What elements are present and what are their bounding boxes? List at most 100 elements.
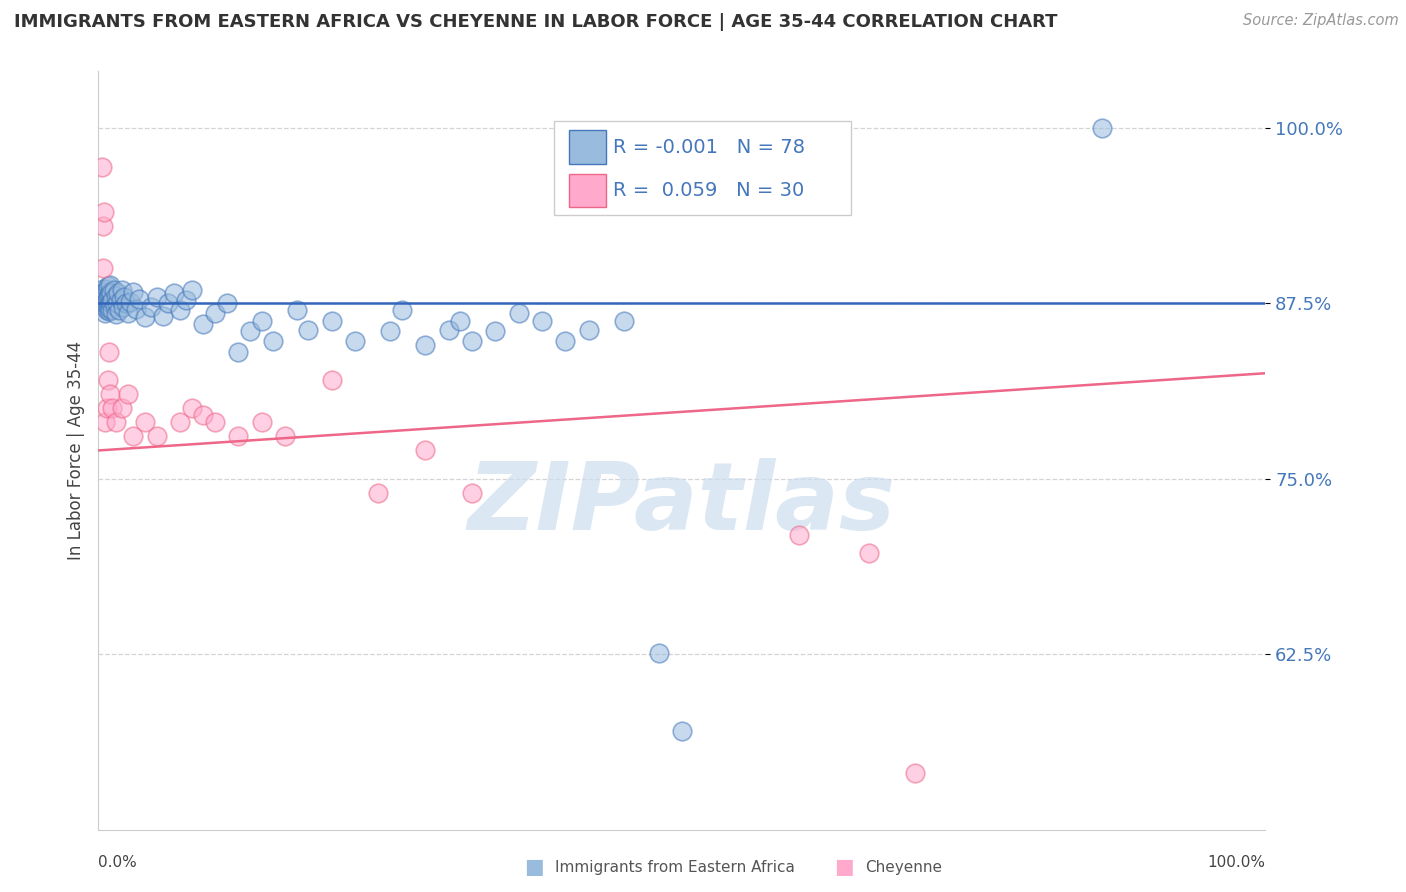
Point bbox=[437, 323, 460, 337]
Point bbox=[93, 289, 115, 303]
Point bbox=[321, 373, 343, 387]
Point bbox=[98, 277, 121, 292]
Point bbox=[613, 314, 636, 328]
Text: Immigrants from Eastern Africa: Immigrants from Eastern Africa bbox=[555, 860, 796, 874]
Point bbox=[90, 160, 112, 174]
Point bbox=[367, 485, 389, 500]
Point bbox=[101, 293, 124, 308]
Point bbox=[380, 324, 402, 338]
Point bbox=[100, 286, 122, 301]
Point bbox=[101, 401, 124, 416]
Point bbox=[344, 334, 367, 348]
Point bbox=[578, 323, 600, 337]
Y-axis label: In Labor Force | Age 35-44: In Labor Force | Age 35-44 bbox=[66, 341, 84, 560]
Point bbox=[110, 293, 132, 308]
Point bbox=[117, 387, 139, 401]
Point bbox=[94, 285, 117, 299]
Point bbox=[169, 303, 191, 318]
Point bbox=[112, 290, 135, 304]
Point bbox=[91, 294, 114, 309]
Point bbox=[97, 373, 120, 387]
Text: 100.0%: 100.0% bbox=[1208, 855, 1265, 870]
Point bbox=[858, 546, 880, 560]
Text: R = -0.001   N = 78: R = -0.001 N = 78 bbox=[613, 137, 806, 157]
Point bbox=[530, 314, 553, 328]
Point bbox=[180, 284, 202, 298]
Point bbox=[104, 416, 127, 430]
Point bbox=[163, 286, 186, 301]
Point bbox=[97, 279, 120, 293]
Point bbox=[128, 292, 150, 306]
Point bbox=[204, 416, 226, 430]
Point bbox=[174, 293, 197, 308]
Point bbox=[647, 646, 669, 660]
Point bbox=[91, 219, 114, 233]
Point bbox=[96, 401, 118, 416]
Point bbox=[125, 301, 148, 316]
Point bbox=[96, 303, 118, 318]
Point bbox=[484, 324, 506, 338]
Point bbox=[98, 285, 121, 299]
Point bbox=[94, 306, 117, 320]
Point bbox=[96, 293, 118, 308]
Point bbox=[554, 334, 576, 348]
Point bbox=[104, 299, 127, 313]
Point bbox=[91, 260, 114, 275]
Point bbox=[93, 300, 115, 314]
Point bbox=[262, 334, 284, 348]
Text: ■: ■ bbox=[524, 857, 544, 877]
Point bbox=[103, 284, 125, 298]
Point bbox=[90, 292, 112, 306]
Point bbox=[180, 401, 202, 416]
Point bbox=[104, 307, 127, 321]
Point bbox=[904, 766, 927, 780]
Point bbox=[98, 294, 121, 309]
Point bbox=[215, 296, 238, 310]
Point bbox=[107, 286, 129, 301]
Point bbox=[413, 443, 436, 458]
Point bbox=[94, 296, 117, 310]
FancyBboxPatch shape bbox=[568, 174, 606, 207]
Point bbox=[461, 334, 484, 348]
Point bbox=[97, 345, 120, 359]
Point bbox=[97, 304, 120, 318]
Point bbox=[193, 317, 215, 331]
Point bbox=[90, 286, 112, 301]
Point bbox=[97, 290, 120, 304]
Point bbox=[134, 416, 156, 430]
Point bbox=[193, 409, 215, 423]
Point bbox=[118, 294, 141, 309]
Point bbox=[671, 724, 693, 739]
Point bbox=[391, 303, 413, 318]
Point bbox=[169, 416, 191, 430]
Point bbox=[111, 300, 134, 314]
Point bbox=[96, 282, 118, 296]
FancyBboxPatch shape bbox=[554, 120, 851, 216]
Point bbox=[1091, 120, 1114, 135]
Point bbox=[105, 296, 128, 310]
Point bbox=[122, 429, 145, 443]
Point bbox=[104, 289, 127, 303]
Point bbox=[152, 309, 174, 323]
Point bbox=[101, 303, 124, 318]
Text: IMMIGRANTS FROM EASTERN AFRICA VS CHEYENNE IN LABOR FORCE | AGE 35-44 CORRELATIO: IMMIGRANTS FROM EASTERN AFRICA VS CHEYEN… bbox=[14, 13, 1057, 31]
Point bbox=[461, 485, 484, 500]
Text: ■: ■ bbox=[834, 857, 853, 877]
Point bbox=[94, 416, 117, 430]
Point bbox=[228, 429, 250, 443]
Point bbox=[98, 387, 121, 401]
Point bbox=[122, 285, 145, 299]
Point bbox=[285, 303, 308, 318]
Point bbox=[228, 345, 250, 359]
Point bbox=[93, 204, 115, 219]
Point bbox=[97, 300, 120, 314]
Text: Cheyenne: Cheyenne bbox=[865, 860, 942, 874]
FancyBboxPatch shape bbox=[568, 130, 606, 164]
Text: Source: ZipAtlas.com: Source: ZipAtlas.com bbox=[1243, 13, 1399, 29]
Point bbox=[146, 290, 169, 304]
Point bbox=[146, 429, 169, 443]
Point bbox=[98, 301, 121, 316]
Point bbox=[321, 314, 343, 328]
Point bbox=[508, 306, 530, 320]
Point bbox=[204, 306, 226, 320]
